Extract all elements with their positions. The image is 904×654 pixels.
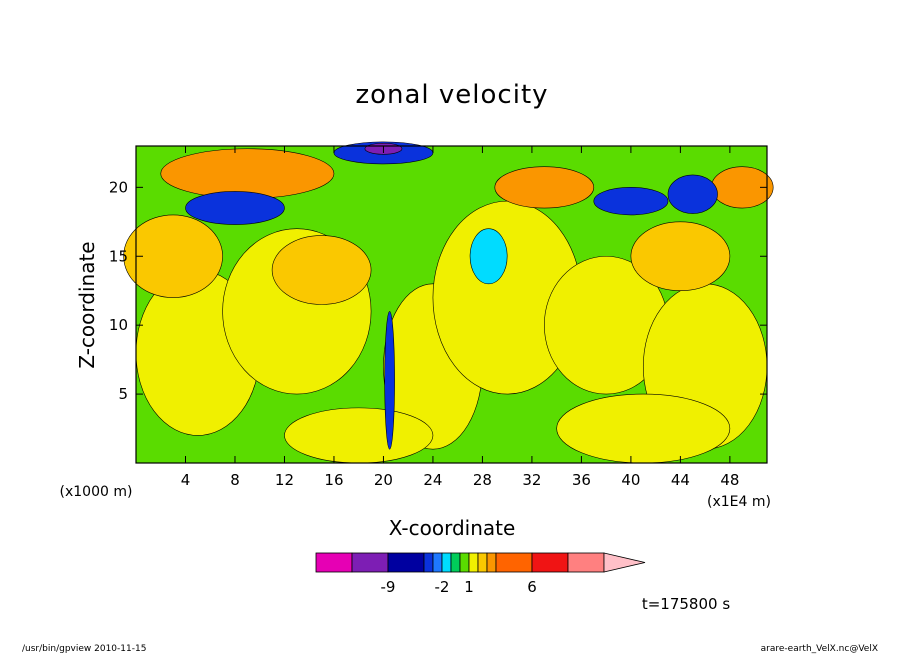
colorbar-tick-label: 1 xyxy=(464,578,474,596)
y-ticks: 5 10 15 20 xyxy=(109,178,767,403)
y-units-label: (x1000 m) xyxy=(60,484,133,500)
colorbar-tick-label: -9 xyxy=(381,578,396,596)
y-tick-label: 10 xyxy=(109,316,128,334)
y-tick-label: 15 xyxy=(109,247,128,265)
colorbar-swatch xyxy=(423,552,434,573)
time-label: t=175800 s xyxy=(642,595,730,613)
footer-left: /usr/bin/gpview 2010-11-15 xyxy=(22,644,146,654)
y-tick-label: 5 xyxy=(118,385,128,403)
colorbar-swatch xyxy=(387,552,425,573)
x-tick-label: 44 xyxy=(671,471,690,489)
colorbar-swatch xyxy=(567,552,605,573)
x-tick-label: 8 xyxy=(230,471,240,489)
x-tick-label: 48 xyxy=(720,471,739,489)
x-tick-label: 16 xyxy=(324,471,343,489)
velocity-field xyxy=(123,141,774,464)
colorbar-ticks: -9 -2 1 6 xyxy=(381,578,537,596)
contour-region xyxy=(384,311,395,450)
plot-frame xyxy=(135,145,768,464)
colorbar-swatch xyxy=(432,552,443,573)
contour-region xyxy=(160,148,335,199)
y-axis-label: Z-coordinate xyxy=(75,241,99,368)
contour-region xyxy=(667,174,718,214)
colorbar xyxy=(315,552,646,573)
colorbar-extension-arrow xyxy=(603,552,646,573)
x-tick-label: 28 xyxy=(473,471,492,489)
colorbar-swatch xyxy=(459,552,470,573)
contour-region xyxy=(630,221,731,292)
contour-region xyxy=(469,228,508,285)
x-tick-label: 24 xyxy=(423,471,442,489)
x-tick-label: 4 xyxy=(181,471,191,489)
contour-region xyxy=(284,407,434,464)
contour-region xyxy=(494,166,595,209)
colorbar-swatch xyxy=(486,552,497,573)
colorbar-swatch xyxy=(495,552,533,573)
x-units-label: (x1E4 m) xyxy=(707,494,771,510)
y-tick-label: 20 xyxy=(109,178,128,196)
colorbar-swatch xyxy=(351,552,389,573)
x-ticks: 4 8 12 16 20 24 28 32 36 40 44 48 xyxy=(181,146,739,489)
x-tick-label: 20 xyxy=(374,471,393,489)
colorbar-swatch xyxy=(468,552,479,573)
colorbar-tick-label: -2 xyxy=(435,578,450,596)
colorbar-swatch xyxy=(441,552,452,573)
colorbar-swatch xyxy=(450,552,461,573)
contour-region xyxy=(123,214,223,298)
chart-title: zonal velocity xyxy=(355,80,548,110)
contour-region xyxy=(185,191,285,225)
x-tick-label: 40 xyxy=(621,471,640,489)
colorbar-swatch xyxy=(531,552,569,573)
x-tick-label: 32 xyxy=(522,471,541,489)
colorbar-tick-label: 6 xyxy=(527,578,537,596)
footer-right: arare-earth_VelX.nc@VelX xyxy=(761,644,878,654)
x-tick-label: 12 xyxy=(275,471,294,489)
colorbar-swatch xyxy=(315,552,353,573)
contour-region xyxy=(271,235,372,305)
x-axis-label: X-coordinate xyxy=(389,516,516,540)
x-tick-label: 36 xyxy=(572,471,591,489)
contour-region xyxy=(556,393,731,464)
colorbar-swatch xyxy=(477,552,488,573)
contour-region xyxy=(593,187,669,216)
